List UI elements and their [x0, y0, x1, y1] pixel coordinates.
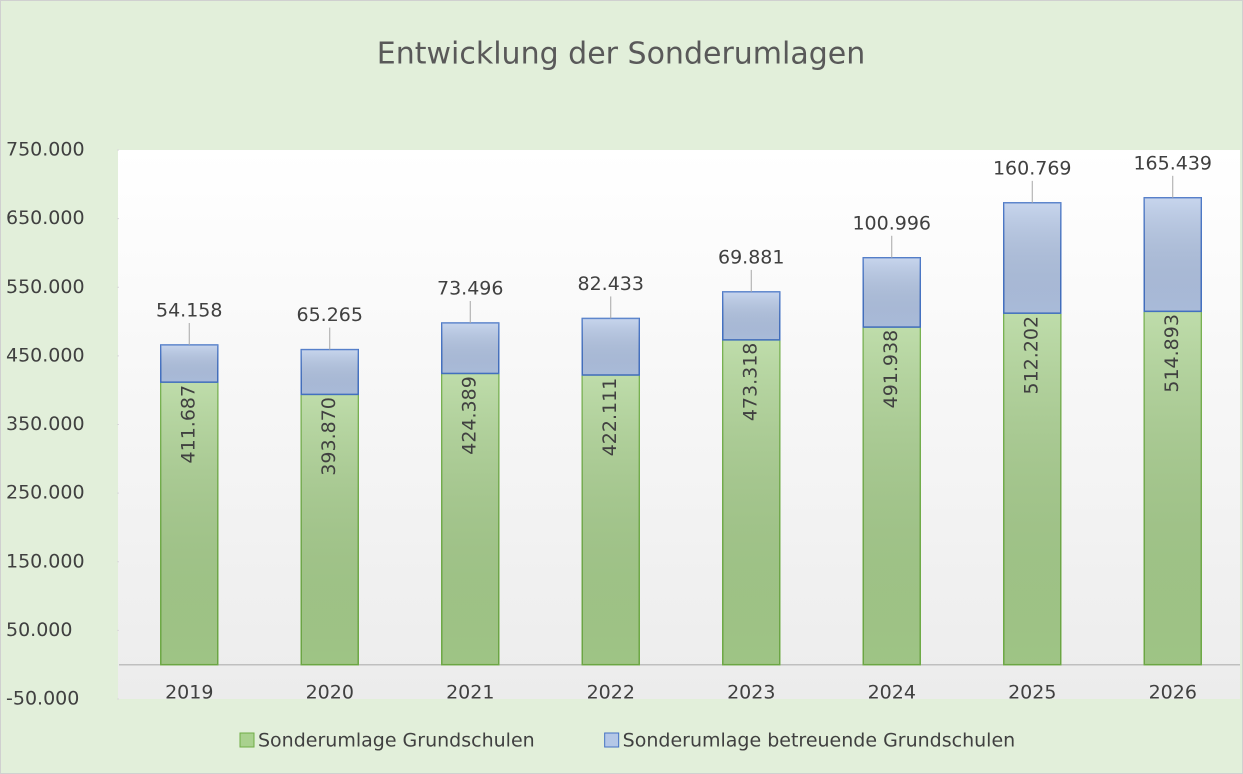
- data-label: 73.496: [437, 278, 503, 300]
- x-tick-label: 2019: [165, 682, 213, 704]
- y-tick-label: 50.000: [6, 619, 72, 641]
- bar-shade: [582, 318, 640, 376]
- x-tick-label: 2023: [727, 682, 775, 704]
- bar-shade: [1144, 311, 1202, 665]
- bar-shade: [722, 339, 780, 665]
- bar-shade: [160, 345, 218, 383]
- data-label: 422.111: [599, 378, 621, 457]
- legend-swatch: [604, 732, 620, 748]
- data-label: 411.687: [178, 385, 200, 464]
- data-label: 54.158: [156, 300, 222, 322]
- y-tick-label: -50.000: [6, 688, 79, 710]
- bar-shade: [301, 394, 359, 665]
- y-tick-label: 150.000: [6, 550, 85, 572]
- y-tick-label: 550.000: [6, 276, 85, 298]
- data-label: 82.433: [578, 273, 644, 295]
- bar-shade: [722, 291, 780, 340]
- legend-swatch: [239, 732, 255, 748]
- data-label: 160.769: [993, 157, 1072, 179]
- bar-shade: [301, 349, 359, 395]
- bar-shade: [863, 327, 921, 665]
- x-tick-label: 2020: [306, 682, 354, 704]
- data-label: 491.938: [880, 330, 902, 409]
- x-tick-label: 2021: [446, 682, 494, 704]
- y-tick-label: 650.000: [6, 207, 85, 229]
- data-label: 512.202: [1021, 316, 1043, 395]
- x-tick-label: 2026: [1149, 682, 1197, 704]
- y-tick-label: 750.000: [6, 139, 85, 161]
- bar-shade: [863, 257, 921, 328]
- x-tick-label: 2024: [868, 682, 916, 704]
- legend-label: Sonderumlage betreuende Grundschulen: [623, 730, 1016, 752]
- bar-shade: [441, 373, 499, 665]
- x-tick-label: 2025: [1008, 682, 1056, 704]
- bar-shade: [441, 323, 499, 374]
- bar-shade: [1003, 313, 1061, 665]
- bar-shade: [1144, 197, 1202, 312]
- data-label: 65.265: [297, 304, 363, 326]
- bar-shade: [160, 382, 218, 665]
- data-label: 165.439: [1133, 152, 1212, 174]
- legend-label: Sonderumlage Grundschulen: [258, 730, 535, 752]
- data-label: 514.893: [1161, 314, 1183, 393]
- x-tick-label: 2022: [587, 682, 635, 704]
- y-tick-label: 450.000: [6, 344, 85, 366]
- bar-shade: [1003, 202, 1061, 314]
- data-label: 424.389: [459, 376, 481, 455]
- data-label: 393.870: [318, 397, 340, 476]
- data-label: 100.996: [852, 212, 931, 234]
- data-label: 69.881: [718, 246, 784, 268]
- y-tick-label: 350.000: [6, 413, 85, 435]
- bar-shade: [582, 375, 640, 665]
- data-label: 473.318: [740, 343, 762, 422]
- plot-area: [118, 150, 1240, 699]
- y-tick-label: 250.000: [6, 482, 85, 504]
- chart-title: Entwicklung der Sonderumlagen: [377, 37, 866, 72]
